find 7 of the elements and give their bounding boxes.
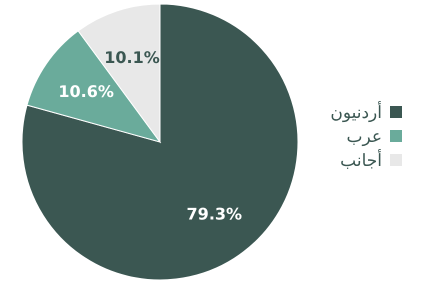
data-label: 10.6% — [58, 82, 114, 102]
pie-slice — [22, 4, 298, 280]
data-label: 10.1% — [104, 48, 160, 67]
data-label: 79.3% — [186, 204, 242, 224]
legend-label: أردنيون — [330, 101, 382, 123]
legend-label: عرب — [346, 127, 382, 147]
legend-label: أجانب — [340, 149, 382, 171]
